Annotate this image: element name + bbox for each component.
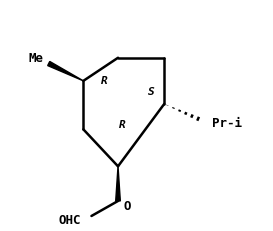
Text: OHC: OHC (58, 214, 81, 227)
Text: S: S (148, 87, 155, 97)
Text: Pr-i: Pr-i (212, 117, 242, 130)
Text: O: O (124, 200, 131, 213)
Text: R: R (101, 76, 108, 86)
Text: Me: Me (28, 52, 43, 65)
Polygon shape (116, 166, 120, 201)
Polygon shape (48, 61, 83, 81)
Text: R: R (119, 120, 126, 130)
